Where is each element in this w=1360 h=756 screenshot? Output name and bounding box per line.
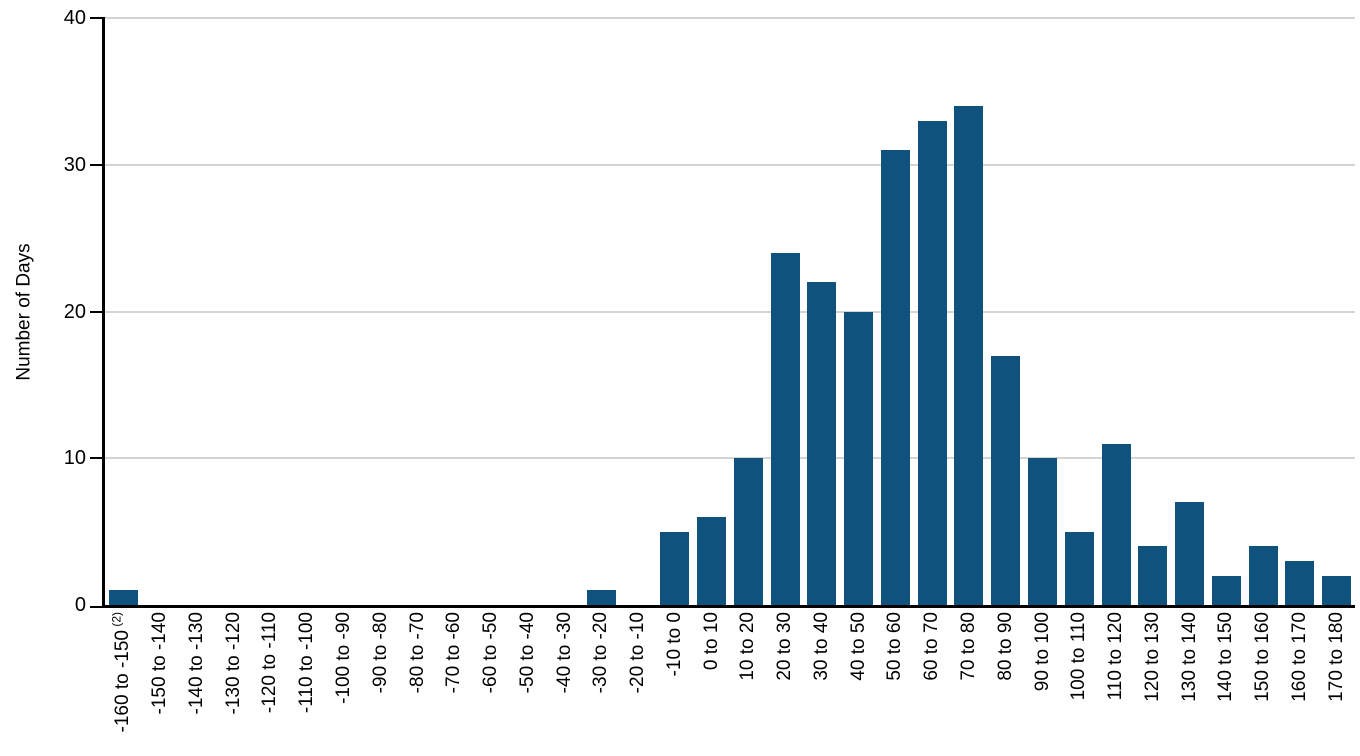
x-tick-label-text: -50 to -40: [516, 612, 538, 694]
x-tick-label-text: -30 to -20: [590, 612, 612, 694]
x-tick-label-text: -40 to -30: [553, 612, 575, 694]
x-tick-label-text: 130 to 140: [1178, 612, 1200, 702]
bar-110-to-120: [1101, 443, 1131, 605]
bar-100-to-110: [1064, 531, 1094, 605]
y-axis-line: [102, 17, 105, 608]
x-tick-label-text: 10 to 20: [737, 612, 759, 681]
bar--30-to--20: [586, 590, 616, 605]
bar-50-to-60: [880, 150, 910, 605]
bar-70-to-80: [954, 106, 984, 605]
y-tick-label-30: 30: [63, 153, 86, 176]
x-tick-label-text: -80 to -70: [406, 612, 428, 694]
x-tick-label-text: 140 to 150: [1215, 612, 1237, 702]
x-tick-label-text: -140 to -130: [185, 612, 207, 715]
x-tick-label-text: -110 to -100: [296, 612, 318, 714]
y-tick-label-20: 20: [63, 300, 86, 323]
x-tick-label-text: -60 to -50: [480, 612, 502, 694]
y-tick-label-10: 10: [63, 447, 86, 470]
x-tick-label-text: -90 to -80: [369, 612, 391, 694]
y-tick-mark-10: [90, 457, 102, 460]
x-tick-label-text: -150 to -140: [149, 612, 171, 715]
bar-0-to-10: [697, 516, 727, 605]
gridline-y-30: [105, 163, 1355, 166]
bar--160-to--150: [108, 590, 138, 605]
x-tick-label-text: 100 to 110: [1068, 612, 1090, 701]
x-tick-label-text: -130 to -120: [222, 612, 244, 715]
x-tick-label-text: -20 to -10: [627, 612, 649, 694]
x-tick-label-text: 110 to 120: [1105, 612, 1127, 701]
x-tick-label-text: -160 to -150 (2): [110, 612, 134, 733]
x-tick-label-text: -10 to 0: [663, 612, 685, 677]
x-tick-label-text: -100 to -90: [332, 612, 354, 704]
gridline-y-40: [105, 17, 1355, 19]
x-tick-label-text: 0 to 10: [700, 612, 722, 671]
bar-90-to-100: [1028, 458, 1057, 605]
x-tick-label-text: 40 to 50: [847, 612, 869, 681]
x-tick-label-text: -120 to -110: [259, 612, 281, 714]
bar-170-to-180: [1322, 575, 1352, 605]
bar-130-to-140: [1175, 502, 1205, 605]
x-tick-label-text: 50 to 60: [884, 612, 906, 681]
bar-10-to-20: [733, 458, 763, 605]
bar-80-to-90: [991, 355, 1021, 605]
x-tick-label-text: 60 to 70: [921, 612, 943, 681]
y-tick-mark-40: [90, 17, 102, 19]
y-tick-label-40: 40: [63, 7, 86, 29]
x-tick-label-text: -70 to -60: [443, 612, 465, 694]
x-tick-label-text: 120 to 130: [1141, 612, 1163, 702]
bar-60-to-70: [917, 120, 947, 605]
x-tick-label-text: 70 to 80: [957, 612, 979, 681]
y-tick-mark-30: [90, 163, 102, 166]
x-tick-label-text: 170 to 180: [1325, 612, 1347, 702]
y-tick-mark-0: [90, 606, 102, 608]
x-tick-label-text: 90 to 100: [1031, 612, 1053, 692]
bar-30-to-40: [807, 282, 837, 605]
bar-40-to-50: [844, 311, 874, 605]
y-tick-mark-20: [90, 310, 102, 313]
gridline-y-10: [105, 457, 1355, 460]
bar-160-to-170: [1285, 560, 1315, 605]
footnote-marker: (2): [110, 612, 125, 630]
y-tick-label-0: 0: [74, 594, 86, 616]
gridline-y-20: [105, 310, 1355, 313]
bar--10-to-0: [660, 531, 690, 605]
bar-150-to-160: [1248, 546, 1278, 605]
bar-140-to-150: [1211, 575, 1241, 605]
x-tick-label-text: 80 to 90: [994, 612, 1016, 681]
x-tick-label-text: 20 to 30: [774, 612, 796, 681]
x-tick-label-text: 160 to 170: [1288, 612, 1310, 702]
x-axis-line: [102, 605, 1355, 608]
x-tick-label-text: 30 to 40: [810, 612, 832, 681]
bar-20-to-30: [770, 252, 800, 605]
bar-120-to-130: [1138, 546, 1168, 605]
x-tick-label-text: 150 to 160: [1252, 612, 1274, 702]
